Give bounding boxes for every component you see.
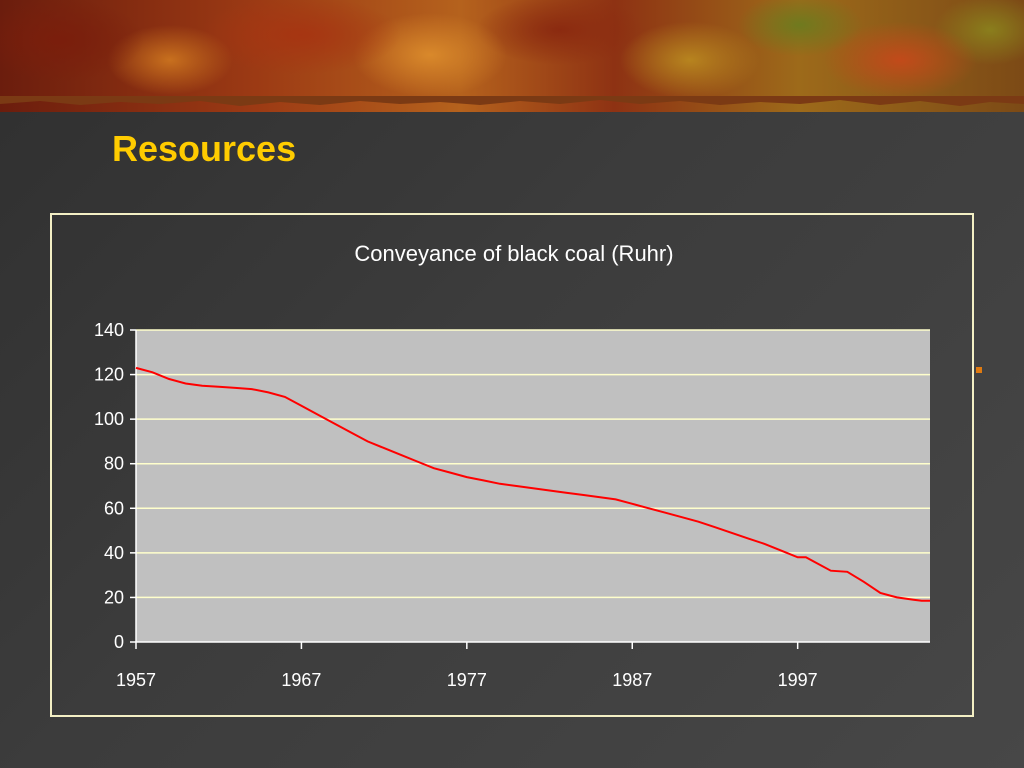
chart-frame: Conveyance of black coal (Ruhr) 0 20 40 60 8… [50, 213, 974, 717]
accent-marker [976, 367, 982, 373]
y-tick-label: 100 [94, 409, 124, 429]
line-chart: Conveyance of black coal (Ruhr) 0 20 40 60 8… [94, 241, 930, 690]
x-tick-label: 1977 [447, 670, 487, 690]
x-tick-label: 1957 [116, 670, 156, 690]
y-tick-label: 0 [114, 632, 124, 652]
x-tick-label: 1997 [778, 670, 818, 690]
series-line [135, 366, 930, 602]
decorative-banner [0, 0, 1024, 112]
y-tick-label: 60 [104, 498, 124, 518]
y-tick-label: 140 [94, 320, 124, 340]
banner-torn-edge [0, 96, 1024, 106]
plot-area: 0 20 40 60 80 100 120 140 1957 1967 1977 1987 1997 [94, 320, 930, 690]
y-tick-label: 80 [104, 454, 124, 474]
y-tick-label: 20 [104, 587, 124, 607]
y-tick-label: 120 [94, 365, 124, 385]
plot-background [136, 330, 930, 642]
chart-title: Conveyance of black coal (Ruhr) [354, 241, 673, 266]
x-tick-label: 1967 [281, 670, 321, 690]
slide-title: Resources [112, 128, 297, 169]
y-tick-label: 40 [104, 543, 124, 563]
x-tick-label: 1987 [612, 670, 652, 690]
